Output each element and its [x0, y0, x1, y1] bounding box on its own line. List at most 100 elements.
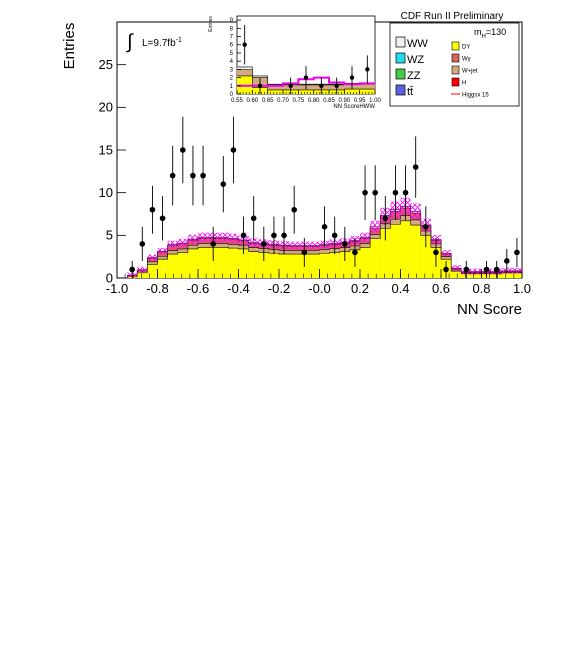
inset-y-axis-title: Entries	[208, 16, 214, 32]
main-data-point-4	[169, 172, 176, 179]
main-bar-dy-27	[400, 220, 411, 278]
legend-swatch-left-1	[395, 52, 406, 64]
inset-x-tick-label-8: 0.95	[354, 98, 366, 104]
main-bar-dy-32	[451, 271, 462, 278]
inset-x-tick-label-2: 0.65	[262, 98, 274, 104]
main-uncertainty-band-24	[370, 220, 381, 233]
main-data-point-2	[149, 206, 156, 213]
main-data-point-27	[412, 164, 419, 170]
main-bar-dy-24	[370, 238, 381, 278]
inset-data-point-0	[242, 42, 247, 47]
main-data-point-3	[159, 215, 166, 222]
legend-swatch-right-3	[451, 77, 460, 87]
legend-swatch-left-0	[395, 36, 406, 48]
main-data-point-9	[220, 181, 227, 187]
inset-outline-0	[237, 75, 375, 91]
main-uncertainty-band-2	[147, 254, 158, 261]
inset-bar-dy-7	[344, 89, 360, 94]
main-data-point-25	[392, 189, 399, 196]
main-bar-dy-7	[198, 247, 209, 278]
main-bar-dy-23	[360, 247, 371, 278]
main-bar-dy-6	[187, 248, 198, 278]
main-bar-dy-15	[279, 254, 290, 278]
main-x-tick-label-9: 0.8	[472, 281, 490, 296]
main-x-tick-label-8: 0.6	[432, 281, 450, 296]
legend-left-column: WW WZ ZZ tt̄	[395, 36, 428, 98]
main-bar-dy-18	[309, 254, 320, 278]
main-data-point-35	[514, 249, 520, 256]
legend-swatch-right-1	[451, 53, 460, 63]
main-bar-dy-9	[218, 247, 229, 278]
main-data-point-24	[382, 215, 389, 222]
inset-y-tick-label-7: 7	[230, 35, 234, 41]
main-bar-dy-20	[329, 252, 340, 278]
main-axes: -1.0 -0.8 -0.6 -0.4 -0.2 -0.0 0.2 0.4 0.6 0.8 1.00…	[99, 57, 532, 296]
main-plot-area	[127, 116, 522, 278]
main-data-point-21	[352, 249, 358, 256]
inset-bar-dy-8	[359, 89, 375, 94]
chart-title: CDF Run II Preliminary	[401, 11, 504, 22]
inset-y-tick-label-1: 1	[230, 84, 234, 90]
legend-swatch-right-2	[451, 65, 460, 75]
main-data-point-17	[301, 249, 308, 256]
inset-data-point-2	[288, 83, 293, 88]
main-data-point-32	[483, 266, 490, 273]
main-bar-dy-25	[380, 228, 391, 278]
main-data-point-5	[180, 147, 186, 153]
main-data-point-30	[443, 266, 449, 273]
main-bar-dy-11	[238, 248, 249, 278]
main-data-point-26	[402, 189, 409, 196]
main-uncertainty-band-6	[187, 234, 198, 244]
inset-axes: 0.55 0.60 0.65 0.70 0.75 0.80 0.85 0.90 0.95 1.00…	[230, 18, 382, 104]
legend-label-left-3: tt̄	[407, 86, 413, 98]
main-uncertainty-band-32	[451, 265, 462, 272]
inset-y-tick-label-4: 4	[230, 59, 234, 65]
main-uncertainty-band-1	[137, 266, 148, 273]
main-uncertainty-band-18	[309, 241, 320, 250]
main-x-tick-label-4: -0.2	[268, 281, 290, 296]
main-x-tick-label-7: 0.4	[391, 281, 409, 296]
main-bar-dy-19	[319, 253, 330, 278]
legend-label-right-0: DY	[462, 45, 470, 51]
inset-y-tick-label-8: 8	[230, 26, 234, 32]
main-y-tick-label-5: 25	[99, 57, 113, 72]
main-data-point-11	[240, 232, 247, 239]
legend-label-left-2: ZZ	[407, 70, 421, 82]
luminosity-sup: -1	[176, 37, 182, 44]
main-data-point-29	[433, 249, 439, 256]
inset-x-tick-label-0: 0.55	[231, 98, 243, 104]
inset-x-tick-label-3: 0.70	[277, 98, 289, 104]
inset-y-tick-label-0: 0	[230, 92, 234, 98]
main-uncertainty-band-9	[218, 232, 229, 243]
legend-label-right-1: Wγ	[462, 57, 471, 63]
main-uncertainty-band-31	[441, 250, 452, 257]
main-y-tick-label-1: 5	[106, 228, 113, 243]
main-data-point-1	[139, 241, 146, 247]
main-uncertainty-band-3	[157, 247, 168, 255]
legend-swatch-right-0	[451, 41, 460, 51]
inset-y-tick-label-6: 6	[230, 43, 234, 49]
inset-bar-dy-2	[267, 89, 283, 94]
luminosity-text: L=9.7fb	[142, 38, 176, 49]
main-x-tick-label-0: -1.0	[106, 281, 128, 296]
main-uncertainty-band-4	[167, 240, 178, 249]
main-bar-dy-4	[167, 254, 178, 278]
main-x-tick-label-6: 0.2	[351, 281, 369, 296]
inset-bar-wjet-2	[267, 84, 283, 94]
main-data-point-18	[321, 224, 328, 230]
inset-y-tick-label-3: 3	[230, 67, 234, 73]
y-axis-title: Entries	[61, 23, 78, 70]
legend-box	[389, 22, 520, 107]
main-x-tick-label-10: 1.0	[513, 281, 531, 296]
legend-label-right-4: Higgsx 15	[462, 93, 489, 99]
luminosity-label: L=9.7fb-1	[142, 37, 182, 49]
legend-label-left-0: WW	[407, 38, 428, 50]
main-uncertainty-band-7	[198, 232, 209, 243]
main-uncertainty-band-23	[360, 232, 371, 243]
main-data-point-19	[331, 232, 338, 239]
main-x-tick-label-2: -0.6	[187, 281, 209, 296]
inset-y-tick-label-9: 9	[230, 18, 234, 24]
legend-label-right-2: W+jet	[462, 69, 478, 75]
main-bar-dy-37	[501, 272, 512, 278]
main-bar-dy-10	[228, 248, 239, 278]
